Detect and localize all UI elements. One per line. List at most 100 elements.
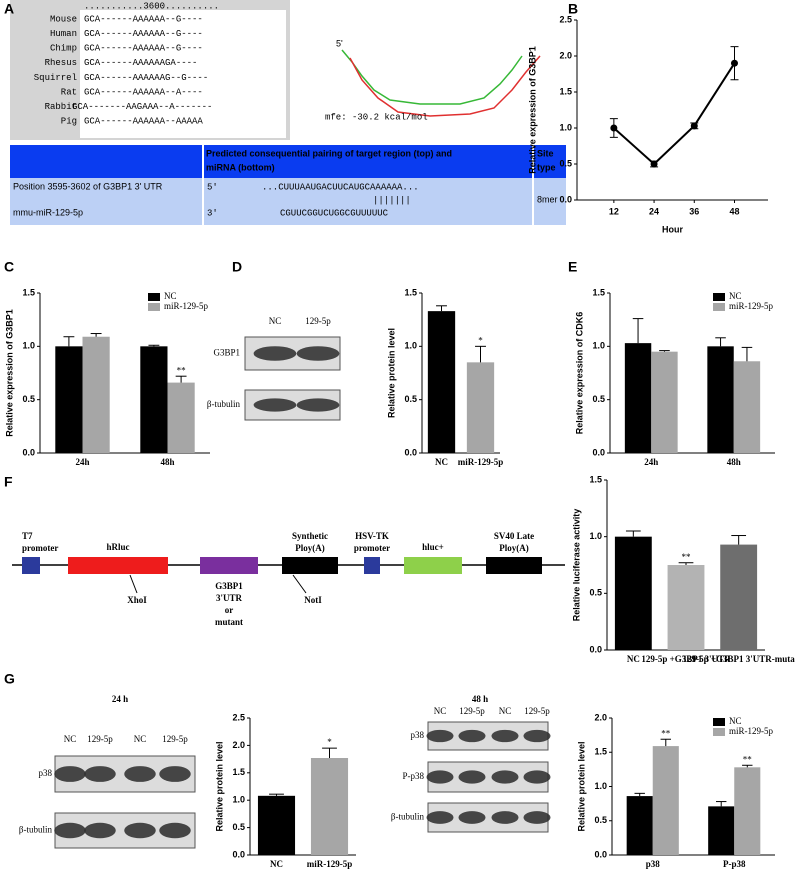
x-tick-label: NC [435, 457, 448, 467]
y-tick-label: 1.0 [592, 341, 605, 351]
bar [167, 382, 195, 453]
band [491, 729, 519, 743]
y-tick-label: 1.0 [22, 341, 35, 351]
x-tick-label: 24h [75, 457, 89, 467]
construct-element [486, 557, 542, 574]
band [253, 346, 297, 361]
row-label: β-tubulin [19, 825, 53, 835]
x-tick-label: 36 [689, 206, 699, 216]
species-name: Rhesus [45, 58, 77, 68]
x-tick-label: 24 [649, 206, 659, 216]
row-label: p38 [39, 768, 53, 778]
x-tick-label: P-p38 [723, 859, 746, 869]
construct-label: mutant [215, 617, 243, 627]
site-label: NotI [304, 595, 322, 605]
y-tick-label: 1.0 [594, 781, 607, 791]
strand-end: 5' [336, 38, 343, 48]
line [613, 62, 736, 166]
point [610, 124, 618, 132]
y-tick-label: 2.5 [559, 14, 572, 24]
row-label: P-p38 [402, 771, 424, 781]
bar [82, 336, 110, 453]
bar [708, 806, 735, 855]
y-tick-label: 1.5 [559, 86, 572, 96]
legend-label: NC [729, 716, 742, 726]
band [523, 811, 551, 824]
sequence: GCA------AAAAAAGA---- [84, 58, 197, 68]
y-tick-label: 1.5 [589, 474, 602, 484]
sequence: GCA-------AAGAAA--A------- [72, 102, 212, 112]
band [458, 811, 486, 824]
panel-label: D [232, 259, 242, 275]
band [54, 822, 86, 839]
y-tick-label: 1.0 [404, 341, 417, 351]
band [124, 822, 156, 839]
x-tick-label: NC [270, 859, 283, 869]
x-tick-label: 48h [160, 457, 174, 467]
legend-label: NC [164, 291, 177, 301]
band [84, 766, 116, 782]
lane-label: 129-5p [524, 706, 550, 716]
species-name: Rabbit [45, 102, 77, 112]
bar [614, 536, 652, 650]
significance: * [478, 335, 483, 345]
band [124, 766, 156, 782]
x-tick-label: 129-5p +G3BP1 3'UTR [641, 654, 731, 664]
y-tick-label: 0.5 [404, 394, 417, 404]
table-header [10, 145, 566, 178]
table-cell: CGUUCGGUCUGGCGUUUUUC [280, 208, 389, 218]
table-cell: mmu-miR-129-5p [13, 207, 83, 217]
sequence: GCA------AAAAAA--A---- [84, 87, 203, 97]
table-header-text: miRNA (bottom) [206, 162, 275, 172]
x-tick-label: 48h [727, 457, 741, 467]
band [296, 398, 340, 412]
construct-label: HSV-TK [355, 531, 389, 541]
y-tick-label: 1.5 [232, 767, 245, 777]
y-tick-label: 0.0 [592, 447, 605, 457]
site-pointer [129, 574, 138, 594]
species-name: Squirrel [34, 73, 77, 83]
legend-swatch [713, 728, 725, 736]
band [491, 770, 519, 784]
x-tick-label: 24h [644, 457, 658, 467]
significance: ** [661, 728, 671, 738]
table-cell: 5' [207, 182, 218, 192]
bar [310, 758, 349, 855]
species-name: Mouse [50, 14, 77, 24]
bar [466, 362, 495, 453]
y-tick-label: 2.0 [232, 740, 245, 750]
x-tick-label: miR-129-5p [307, 859, 353, 869]
legend-swatch [713, 293, 725, 301]
construct-element [22, 557, 40, 574]
bar [667, 565, 705, 650]
y-tick-label: 0.0 [232, 849, 245, 859]
point [690, 122, 698, 130]
construct-label: hRluc [106, 542, 129, 552]
construct-label: 3'UTR [216, 593, 243, 603]
band [426, 811, 454, 824]
panel-label: E [568, 259, 577, 275]
table-cell: 3' [207, 208, 218, 218]
species-name: Human [50, 29, 77, 39]
construct-label: promoter [22, 543, 58, 553]
legend-label: miR-129-5p [164, 301, 208, 311]
bar [652, 746, 679, 855]
table-cell: ...CUUUAAUGACUUCAUGCAAAAAA... [262, 182, 419, 192]
legend-swatch [148, 293, 160, 301]
bar [707, 346, 734, 453]
y-tick-label: 2.5 [232, 712, 245, 722]
band [523, 770, 551, 784]
y-tick-label: 0.0 [22, 447, 35, 457]
legend-swatch [713, 718, 725, 726]
species-name: Pig [61, 117, 77, 127]
legend-label: miR-129-5p [729, 726, 773, 736]
y-axis-label: Relative protein level [576, 741, 586, 831]
x-axis-label: Hour [662, 224, 683, 234]
band [253, 398, 297, 412]
y-tick-label: 1.5 [594, 747, 607, 757]
y-axis-label: Relative expression of G3BP1 [4, 309, 14, 437]
y-tick-label: 0.0 [594, 849, 607, 859]
alignment-ruler: ...........3600.......... [84, 1, 219, 11]
y-tick-label: 1.0 [559, 122, 572, 132]
species-name: Rat [61, 87, 77, 97]
